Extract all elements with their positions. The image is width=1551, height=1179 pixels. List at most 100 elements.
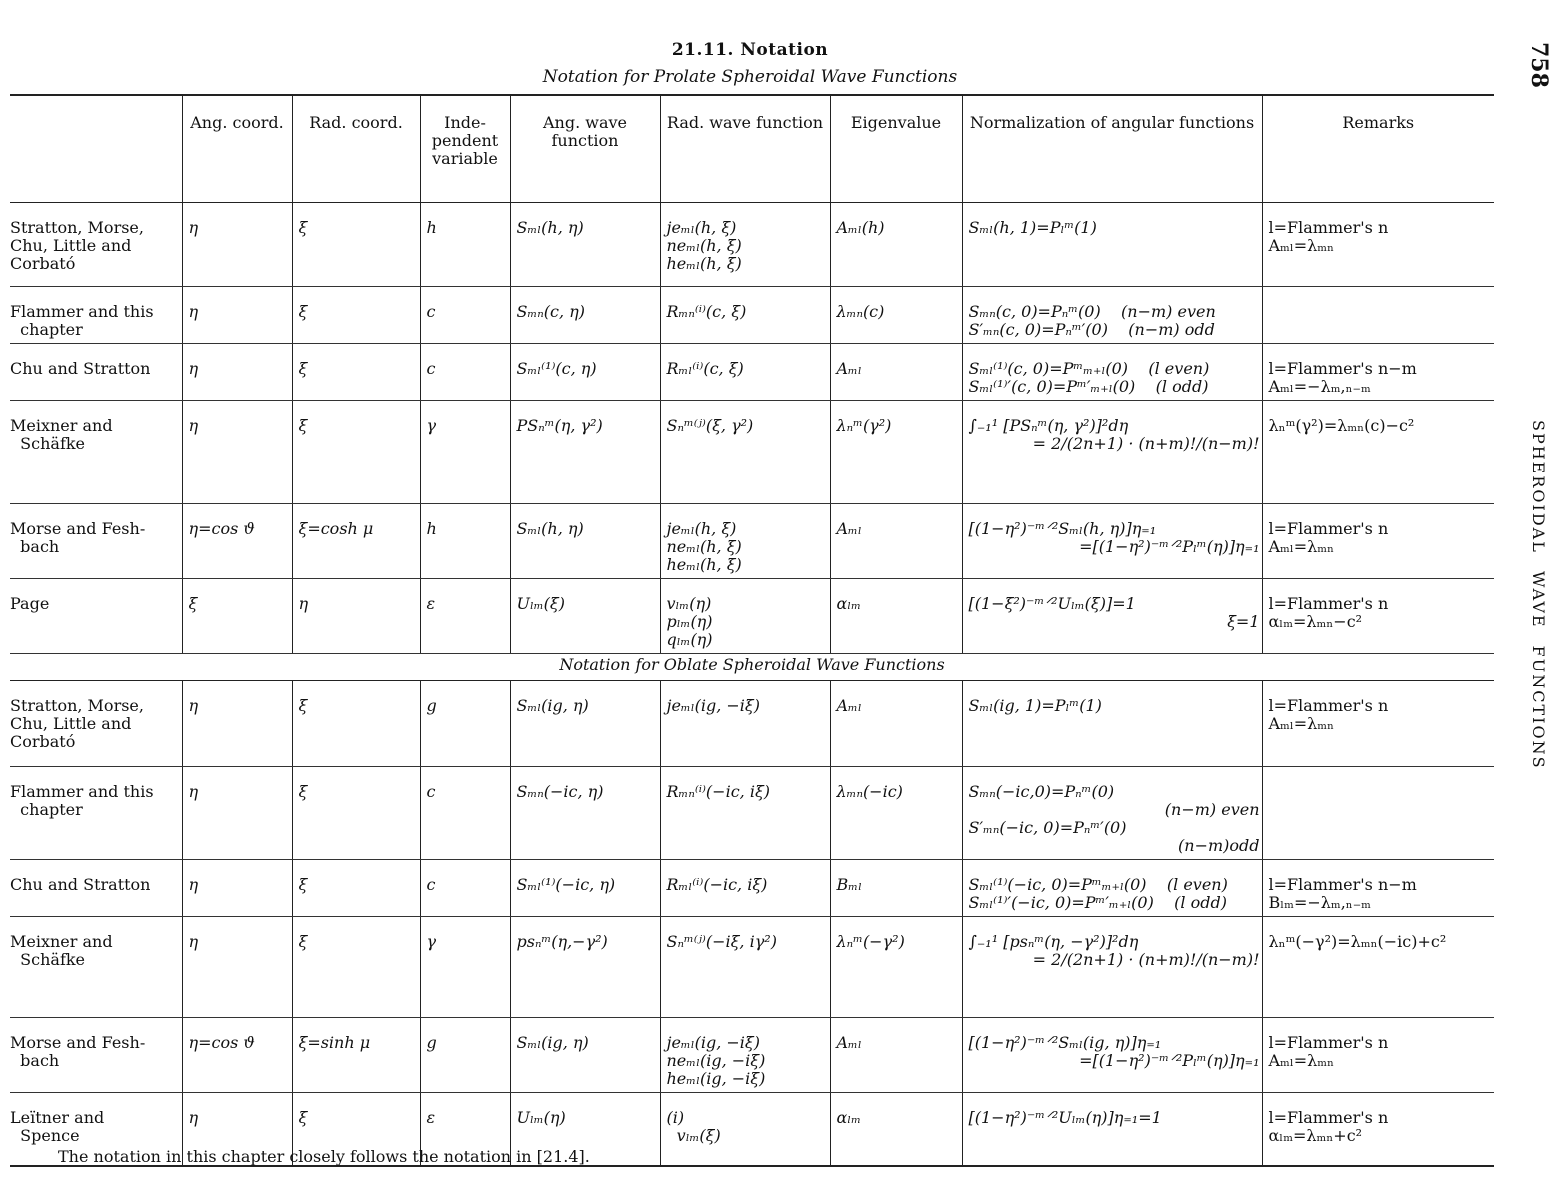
rad-coord-cell: ξ bbox=[291, 916, 420, 1018]
cell-value: η bbox=[298, 594, 309, 613]
rad-coord-cell: ξ bbox=[291, 1092, 420, 1167]
normalization-cell: Sₘₗ(ig, 1)=Pₗᵐ(1) bbox=[961, 680, 1262, 767]
cell-line: vₗₘ(ξ) bbox=[666, 1126, 721, 1145]
cell-value: ξ bbox=[298, 782, 308, 801]
cell-line: = 2/(2n+1) · (n+m)!/(n−m)! bbox=[1032, 950, 1260, 969]
cell-line: Aₘₗ=λₘₙ bbox=[1268, 714, 1335, 733]
cell-value: η bbox=[188, 696, 199, 715]
normalization-cell: Sₘₗ(h, 1)=Pₗᵐ(1) bbox=[961, 202, 1262, 287]
remarks-cell: l=Flammer's n−m Bₗₘ=−λₘ,ₙ₋ₘ bbox=[1261, 859, 1494, 917]
ang-coord-cell: η bbox=[181, 400, 292, 504]
cell-value: g bbox=[426, 1033, 437, 1052]
cell-line: Sₘₗ(ig, 1)=Pₗᵐ(1) bbox=[968, 696, 1102, 715]
cell-value: ξ bbox=[298, 696, 308, 715]
header-remarks: Remarks bbox=[1261, 94, 1494, 203]
header-independent-variable: Inde-pendent variable bbox=[419, 94, 510, 203]
cell-value: c bbox=[426, 782, 436, 801]
cell-line: Chu, Little and bbox=[10, 714, 132, 733]
normalization-cell: Sₘₙ(−ic,0)=Pₙᵐ(0) (n−m) even S′ₘₙ(−ic, 0)=… bbox=[961, 766, 1262, 860]
cell-line: Corbató bbox=[10, 254, 76, 273]
cell-line: Sₘₗ⁽¹⁾(−ic, η) bbox=[516, 875, 616, 894]
ang-wave-function-cell: PSₙᵐ(η, γ²) bbox=[509, 400, 660, 504]
cell-line: Leïtner and bbox=[10, 1108, 105, 1127]
rad-coord-cell: ξ bbox=[291, 400, 420, 504]
normalization-cell: [(1−η²)⁻ᵐᐟ²Sₘₗ(h, η)]η₌₁ =[(1−η²)⁻ᵐᐟ²Pₗᵐ(… bbox=[961, 503, 1262, 579]
table-row: Chu and Stratton η ξ c Sₘₗ⁽¹⁾(c, η) Rₘₗ⁽ⁱ⁾(c,… bbox=[10, 343, 1494, 401]
variable-cell: g bbox=[419, 680, 510, 767]
cell-value: Aₘₗ bbox=[836, 1033, 862, 1052]
ang-coord-cell: η bbox=[181, 343, 292, 401]
table-row: Chu and Stratton η ξ c Sₘₗ⁽¹⁾(−ic, η) Rₘₗ⁽ⁱ⁾(… bbox=[10, 859, 1494, 917]
eigenvalue-cell: Aₘₗ bbox=[829, 503, 962, 579]
remarks-cell: l=Flammer's n Aₘₗ=λₘₙ bbox=[1261, 503, 1494, 579]
ang-coord-cell: η bbox=[181, 680, 292, 767]
cell-line: jeₘₗ(h, ξ) bbox=[666, 218, 737, 237]
author-cell: Page bbox=[10, 578, 182, 654]
author-cell: Stratton, Morse, Chu, Little and Corbató bbox=[10, 680, 182, 767]
cell-line: Meixner and bbox=[10, 932, 113, 951]
notation-table: Ang. coord. Rad. coord. Inde-pendent var… bbox=[10, 94, 1494, 1167]
ang-wave-function-cell: Uₗₘ(η) bbox=[509, 1092, 660, 1167]
cell-line: l=Flammer's n bbox=[1268, 696, 1389, 715]
cell-line: Stratton, Morse, bbox=[10, 218, 144, 237]
cell-value: h bbox=[426, 519, 437, 538]
running-head: SPHEROIDAL WAVE FUNCTIONS bbox=[1529, 420, 1548, 770]
cell-line: Sₘₗ⁽¹⁾(c, η) bbox=[516, 359, 597, 378]
remarks-cell: l=Flammer's n−m Aₘₗ=−λₘ,ₙ₋ₘ bbox=[1261, 343, 1494, 401]
cell-value: Aₘₗ bbox=[836, 359, 862, 378]
cell-value: ε bbox=[426, 594, 436, 613]
table-row: Morse and Fesh- bach η=cos ϑ ξ=cosh μ h Sₘₗ(… bbox=[10, 503, 1494, 579]
header-ang-wave-function: Ang. wave function bbox=[509, 94, 660, 203]
cell-value: c bbox=[426, 359, 436, 378]
cell-value: λₘₙ(c) bbox=[836, 302, 885, 321]
cell-line: Aₘₗ=−λₘ,ₙ₋ₘ bbox=[1268, 377, 1371, 396]
ang-wave-function-cell: Sₘₗ(ig, η) bbox=[509, 680, 660, 767]
rad-wave-function-cell: jeₘₗ(h, ξ) neₘₗ(h, ξ) heₘₗ(h, ξ) bbox=[659, 503, 830, 579]
cell-line: vₗₘ(η) bbox=[666, 594, 712, 613]
cell-line: (n−m)odd bbox=[1178, 836, 1260, 855]
cell-line: bach bbox=[10, 537, 60, 556]
cell-line: Sₘₗ⁽¹⁾′(−ic, 0)=Pᵐ′ₘ₊ₗ(0) (l odd) bbox=[968, 893, 1227, 912]
eigenvalue-cell: Aₘₗ(h) bbox=[829, 202, 962, 287]
cell-line: Sₘₗ(h, η) bbox=[516, 519, 584, 538]
cell-line: jeₘₗ(ig, −iξ) bbox=[666, 696, 760, 715]
cell-line: λₙᵐ(γ²)=λₘₙ(c)−c² bbox=[1268, 416, 1415, 435]
author-cell: Chu and Stratton bbox=[10, 343, 182, 401]
cell-line: [(1−η²)⁻ᵐᐟ²Uₗₘ(η)]η₌₁=1 bbox=[968, 1108, 1162, 1127]
variable-cell: γ bbox=[419, 916, 510, 1018]
cell-value: αₗₘ bbox=[836, 594, 862, 613]
cell-line: Sₘₗ⁽¹⁾(−ic, 0)=Pᵐₘ₊ₗ(0) (l even) bbox=[968, 875, 1228, 894]
author-cell: Flammer and this chapter bbox=[10, 286, 182, 344]
cell-line: S′ₘₙ(−ic, 0)=Pₙᵐ′(0) bbox=[968, 818, 1127, 837]
header-rad-wave-function: Rad. wave function bbox=[659, 94, 830, 203]
rad-wave-function-cell: jeₘₗ(h, ξ) neₘₗ(h, ξ) heₘₗ(h, ξ) bbox=[659, 202, 830, 287]
cell-line: l=Flammer's n bbox=[1268, 1033, 1389, 1052]
cell-value: η bbox=[188, 1108, 199, 1127]
ang-coord-cell: η=cos ϑ bbox=[181, 1017, 292, 1093]
remarks-cell: l=Flammer's n αₗₘ=λₘₙ+c² bbox=[1261, 1092, 1494, 1167]
cell-value: c bbox=[426, 875, 436, 894]
cell-line: Uₗₘ(η) bbox=[516, 1108, 566, 1127]
table-row: Stratton, Morse, Chu, Little and Corbató η ξ… bbox=[10, 680, 1494, 767]
author-cell: Meixner and Schäfke bbox=[10, 400, 182, 504]
normalization-cell: ∫₋₁¹ [psₙᵐ(η, −γ²)]²dη = 2/(2n+1) · (n+m)… bbox=[961, 916, 1262, 1018]
cell-value: ξ=cosh μ bbox=[298, 519, 374, 538]
cell-line: Page bbox=[10, 594, 50, 613]
remarks-cell: λₙᵐ(−γ²)=λₘₙ(−ic)+c² bbox=[1261, 916, 1494, 1018]
cell-line: Morse and Fesh- bbox=[10, 1033, 146, 1052]
variable-cell: h bbox=[419, 202, 510, 287]
cell-line: Sₘₗ(h, 1)=Pₗᵐ(1) bbox=[968, 218, 1097, 237]
cell-line: = 2/(2n+1) · (n+m)!/(n−m)! bbox=[1032, 434, 1260, 453]
table-row: Meixner and Schäfke η ξ γ psₙᵐ(η,−γ²) Sₙᵐ⁽ʲ⁾(… bbox=[10, 916, 1494, 1018]
variable-cell: γ bbox=[419, 400, 510, 504]
rad-coord-cell: ξ=cosh μ bbox=[291, 503, 420, 579]
ang-wave-function-cell: Sₘₗ⁽¹⁾(−ic, η) bbox=[509, 859, 660, 917]
cell-value: h bbox=[426, 218, 437, 237]
cell-line: Flammer and this bbox=[10, 302, 154, 321]
cell-line: Stratton, Morse, bbox=[10, 696, 144, 715]
rad-wave-function-cell: Rₘₗ⁽ⁱ⁾(c, ξ) bbox=[659, 343, 830, 401]
rad-coord-cell: ξ bbox=[291, 343, 420, 401]
cell-line: chapter bbox=[10, 320, 83, 339]
eigenvalue-cell: Aₘₗ bbox=[829, 680, 962, 767]
table-row: Flammer and this chapter η ξ c Sₘₙ(−ic, η) Rₘ… bbox=[10, 766, 1494, 860]
